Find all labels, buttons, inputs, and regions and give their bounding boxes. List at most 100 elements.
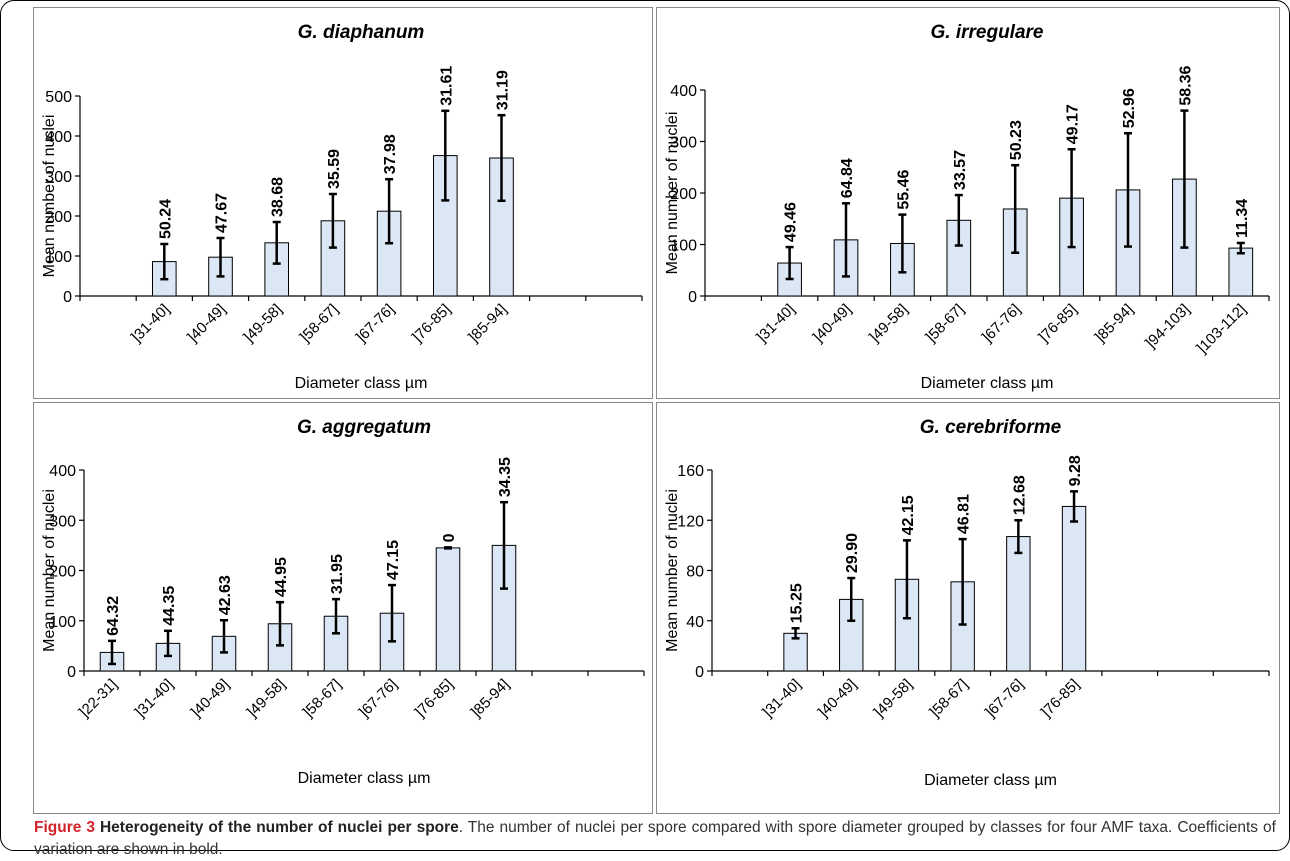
y-tick-label: 200 xyxy=(45,209,72,226)
data-label: 50.23 xyxy=(1008,120,1025,160)
y-axis-title: Mean number of nuclei xyxy=(664,489,681,652)
x-tick-label: ]31-40] xyxy=(759,676,804,721)
data-label: 47.67 xyxy=(214,193,231,233)
x-tick-label: ]40-49] xyxy=(188,676,233,721)
y-tick-label: 100 xyxy=(45,249,72,266)
data-label: 42.63 xyxy=(217,575,234,615)
chart-aggregatum: G. aggregatum 0 100 200 300 400 64.32]22-31] 44… xyxy=(41,417,645,787)
y-tick-label: 0 xyxy=(67,664,76,681)
x-axis-title: Diameter class µm xyxy=(295,375,428,392)
x-tick-label: ]103-112] xyxy=(1194,301,1250,357)
data-label: 44.95 xyxy=(273,557,290,597)
bar xyxy=(435,547,461,672)
x-tick-label: ]22-31] xyxy=(76,676,121,721)
data-label: 35.59 xyxy=(326,149,343,189)
data-label: 31.61 xyxy=(438,66,455,106)
x-tick-label: ]85-94] xyxy=(468,676,513,721)
x-tick-label: ]49-58] xyxy=(871,676,916,721)
y-tick-label: 160 xyxy=(677,463,704,480)
data-label: 11.34 xyxy=(1234,199,1251,238)
x-tick-label: ]67-76] xyxy=(356,676,401,721)
chart-title-cerebriforme: G. cerebriforme xyxy=(920,417,1062,438)
data-label: 33.57 xyxy=(952,150,969,190)
x-tick-label: ]67-76] xyxy=(353,301,398,346)
x-tick-label: ]58-67] xyxy=(297,301,342,346)
data-label: 0 xyxy=(441,533,458,542)
x-tick-label: ]31-40] xyxy=(753,301,798,346)
data-label: 47.15 xyxy=(385,540,402,580)
x-tick-label: ]40-49] xyxy=(810,301,855,346)
x-tick-label: ]85-94] xyxy=(465,301,510,346)
chart-cerebriforme: G. cerebriforme 0 40 80 120 160 15.25]31-40] 29… xyxy=(664,417,1270,789)
x-tick-label: ]76-85] xyxy=(412,676,457,721)
y-tick-label: 0 xyxy=(688,289,697,306)
x-axis-title: Diameter class µm xyxy=(298,770,431,787)
x-tick-label: ]31-40] xyxy=(132,676,177,721)
x-tick-label: ]49-58] xyxy=(866,301,911,346)
data-label: 52.96 xyxy=(1121,88,1138,128)
chart-irregulare: G. irregulare 0 100 200 300 400 49.46 ]31-40] 64… xyxy=(664,22,1270,392)
y-tick-label: 100 xyxy=(670,238,697,255)
chart-title-aggregatum: G. aggregatum xyxy=(297,417,431,438)
y-axis-title: Mean number of nuclei xyxy=(41,115,58,278)
data-label: 15.25 xyxy=(789,583,806,623)
x-tick-label: ]58-67] xyxy=(926,676,971,721)
data-label: 44.35 xyxy=(161,586,178,626)
x-tick-label: ]40-49] xyxy=(184,301,229,346)
caption-title: Heterogeneity of the number of nuclei pe… xyxy=(99,819,459,836)
x-tick-label: ]67-76] xyxy=(982,676,1027,721)
chart-panel-irregulare: G. irregulare 0 100 200 300 400 49.46 ]31-40] 64… xyxy=(656,7,1280,399)
y-tick-label: 80 xyxy=(686,564,704,581)
data-label: 64.32 xyxy=(105,596,122,636)
data-label: 46.81 xyxy=(956,494,973,534)
y-tick-label: 300 xyxy=(670,135,697,152)
data-label: 31.19 xyxy=(495,70,512,110)
x-tick-label: ]76-85] xyxy=(1035,301,1080,346)
x-tick-label: ]76-85] xyxy=(409,301,454,346)
y-tick-label: 500 xyxy=(45,89,72,106)
x-tick-label: ]94-103] xyxy=(1142,301,1193,352)
data-label: 55.46 xyxy=(895,169,912,209)
x-tick-label: ]67-76] xyxy=(979,301,1024,346)
data-label: 38.68 xyxy=(270,177,287,217)
chart-panel-cerebriforme: G. cerebriforme 0 40 80 120 160 15.25]31-40] 29… xyxy=(656,402,1280,814)
y-tick-label: 0 xyxy=(63,289,72,306)
data-label: 49.17 xyxy=(1065,104,1082,144)
y-axis-title: Mean number of nuclei xyxy=(664,112,681,275)
y-axis-title: Mean number of nuclei xyxy=(41,489,58,652)
y-tick-label: 0 xyxy=(695,664,704,681)
data-label: 42.15 xyxy=(900,495,917,535)
x-tick-label: ]40-49] xyxy=(815,676,860,721)
chart-title-irregulare: G. irregulare xyxy=(931,22,1044,43)
y-tick-label: 200 xyxy=(49,564,76,581)
y-tick-label: 200 xyxy=(670,186,697,203)
x-tick-label: ]49-58] xyxy=(240,301,285,346)
x-tick-label: ]31-40] xyxy=(128,301,173,346)
data-label: 37.98 xyxy=(382,134,399,174)
caption-label: Figure 3 xyxy=(34,819,95,836)
x-axis-title: Diameter class µm xyxy=(924,772,1057,789)
x-tick-label: ]58-67] xyxy=(923,301,968,346)
bar xyxy=(1006,536,1031,672)
y-tick-label: 400 xyxy=(49,463,76,480)
data-label: 9.28 xyxy=(1067,455,1084,486)
data-label: 12.68 xyxy=(1011,475,1028,515)
bar xyxy=(1228,247,1254,297)
x-tick-label: ]85-94] xyxy=(1092,301,1137,346)
x-tick-label: ]58-67] xyxy=(300,676,345,721)
data-label: 49.46 xyxy=(783,202,800,242)
chart-title-diaphanum: G. diaphanum xyxy=(298,22,425,43)
y-tick-label: 40 xyxy=(686,614,704,631)
y-tick-label: 300 xyxy=(45,169,72,186)
y-tick-label: 300 xyxy=(49,513,76,530)
data-label: 64.84 xyxy=(839,158,856,198)
bar xyxy=(1061,505,1087,672)
chart-diaphanum: G. diaphanum 0 100 200 300 400 500 50.24]31-40]… xyxy=(41,22,643,392)
data-label: 50.24 xyxy=(157,199,174,239)
chart-panel-aggregatum: G. aggregatum 0 100 200 300 400 64.32]22-31] 44… xyxy=(33,402,653,814)
y-tick-label: 400 xyxy=(670,83,697,100)
data-label: 58.36 xyxy=(1177,65,1194,105)
data-label: 31.95 xyxy=(329,554,346,594)
data-label: 34.35 xyxy=(497,457,514,497)
x-tick-label: ]49-58] xyxy=(244,676,289,721)
